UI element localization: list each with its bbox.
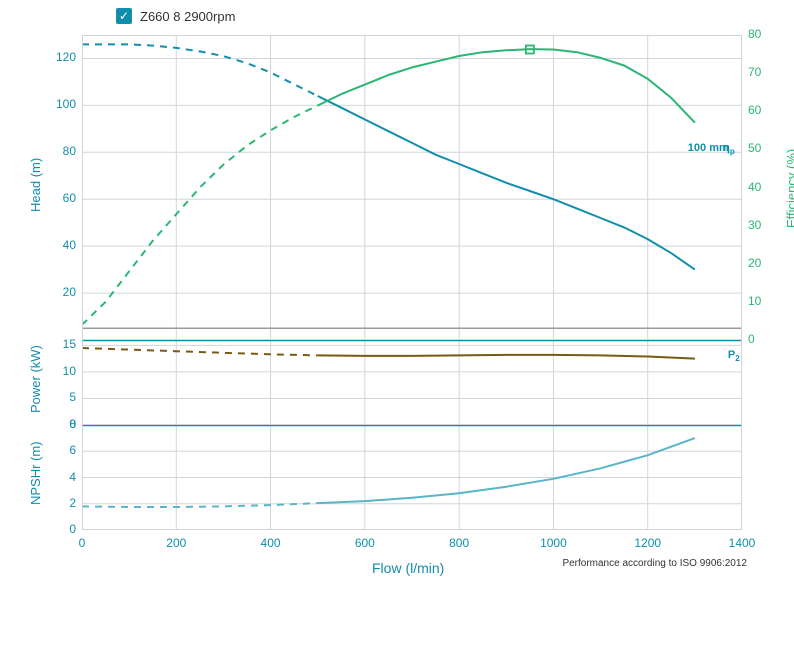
legend[interactable]: ✓ Z660 8 2900rpm: [116, 8, 235, 24]
chart-panels: 100 mm76.2%20406080100120Head (m)0102030…: [0, 35, 794, 590]
yaxis-label-head: Head (m): [28, 157, 43, 211]
legend-checkbox[interactable]: ✓: [116, 8, 132, 24]
ytick-right: 20: [748, 256, 761, 270]
yaxis-label-power: Power (kW): [28, 345, 43, 413]
ytick: 120: [56, 50, 76, 64]
ytick: 2: [69, 496, 76, 510]
ytick: 10: [63, 364, 76, 378]
ytick: 20: [63, 285, 76, 299]
ytick: 6: [69, 443, 76, 457]
yaxis-label-npsh: NPSHr (m): [28, 441, 43, 505]
legend-label: Z660 8 2900rpm: [140, 9, 235, 24]
footer-note: Performance according to ISO 9906:2012: [562, 558, 747, 569]
ytick-right: 40: [748, 180, 761, 194]
ytick-right: 50: [748, 141, 761, 155]
panel-power: 100 mm051015Power (kW)P2: [0, 340, 794, 425]
xtick: 200: [166, 536, 186, 550]
xtick: 1400: [729, 536, 756, 550]
ytick: 15: [63, 337, 76, 351]
ytick: 4: [69, 470, 76, 484]
xtick: 800: [449, 536, 469, 550]
ytick-right: 30: [748, 218, 761, 232]
annotation: P2: [728, 349, 740, 363]
panel-npsh: 100 mm02468NPSHr (m): [0, 425, 794, 530]
pump-curve-figure: ✓ Z660 8 2900rpm 100 mm76.2%204060801001…: [0, 0, 794, 658]
ytick-right: 60: [748, 103, 761, 117]
ytick: 80: [63, 144, 76, 158]
xtick: 1000: [540, 536, 567, 550]
annotation: ηp: [723, 142, 735, 156]
xtick: 1200: [634, 536, 661, 550]
xtick: 600: [355, 536, 375, 550]
xtick: 0: [79, 536, 86, 550]
x-axis: 0 200 400 600 800 1000 1200 1400 Flow (l/min) Per…: [0, 530, 794, 590]
ytick-right: 10: [748, 294, 761, 308]
panel-head: 100 mm76.2%20406080100120Head (m)0102030…: [0, 35, 794, 340]
ytick-right: 80: [748, 27, 761, 41]
ytick: 5: [69, 390, 76, 404]
ytick: 60: [63, 191, 76, 205]
ytick: 100: [56, 97, 76, 111]
x-axis-label: Flow (l/min): [372, 560, 444, 576]
ytick: 40: [63, 238, 76, 252]
ytick-right: 70: [748, 65, 761, 79]
yaxis-right-label: Efficiency (%): [784, 148, 794, 227]
xtick: 400: [261, 536, 281, 550]
ytick: 8: [69, 417, 76, 431]
